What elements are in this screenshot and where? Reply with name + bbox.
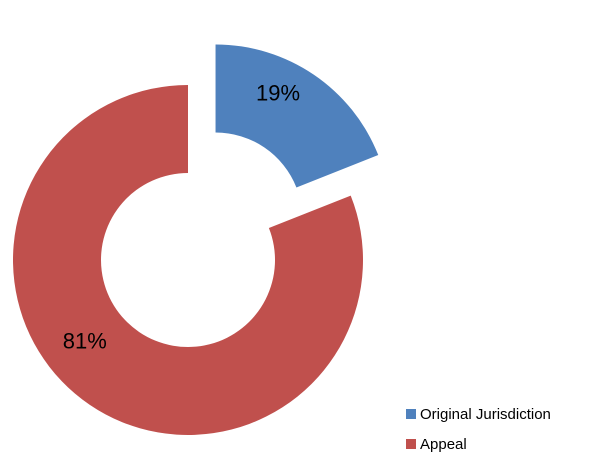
slices-layer — [13, 44, 379, 436]
donut-slice-appeal — [13, 85, 364, 436]
donut-slice-original-jurisdiction — [215, 44, 379, 188]
legend-label-original-jurisdiction: Original Jurisdiction — [420, 405, 551, 423]
legend-swatch-original-jurisdiction — [406, 409, 416, 419]
data-label-original-jurisdiction: 19% — [256, 80, 300, 105]
legend-item-original-jurisdiction: Original Jurisdiction — [406, 405, 593, 423]
labels-layer: 19% 81% — [63, 80, 300, 353]
legend-item-appeal: Appeal — [406, 435, 593, 453]
data-label-appeal: 81% — [63, 329, 107, 354]
legend-swatch-appeal — [406, 439, 416, 449]
legend-label-appeal: Appeal — [420, 435, 467, 453]
legend: Original Jurisdiction Appeal — [406, 405, 593, 465]
